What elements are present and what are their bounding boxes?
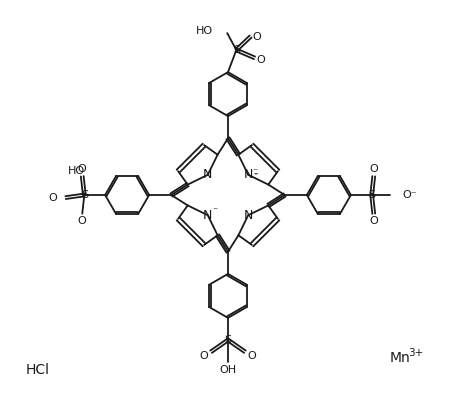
Text: O: O (369, 164, 378, 174)
Text: S: S (368, 190, 375, 200)
Text: O⁻: O⁻ (403, 190, 417, 200)
Text: ⁻: ⁻ (212, 206, 218, 216)
Text: O: O (248, 351, 256, 361)
Text: O: O (78, 164, 87, 174)
Text: O: O (48, 193, 57, 203)
Text: HO: HO (196, 26, 213, 36)
Text: N: N (203, 168, 213, 181)
Text: S: S (233, 45, 240, 55)
Text: Mn: Mn (390, 351, 411, 365)
Text: O: O (252, 32, 261, 41)
Text: HCl: HCl (26, 363, 50, 377)
Text: HO: HO (68, 166, 85, 176)
Text: S: S (224, 335, 232, 345)
Text: N: N (244, 168, 253, 181)
Text: O: O (256, 55, 265, 65)
Text: O: O (200, 351, 208, 361)
Text: O: O (369, 216, 378, 226)
Text: O: O (78, 216, 87, 226)
Text: S: S (81, 190, 88, 200)
Text: 3+: 3+ (408, 348, 423, 358)
Text: N: N (244, 209, 253, 222)
Text: N: N (203, 209, 213, 222)
Text: OH: OH (219, 365, 237, 375)
Text: ⁻: ⁻ (253, 167, 258, 177)
